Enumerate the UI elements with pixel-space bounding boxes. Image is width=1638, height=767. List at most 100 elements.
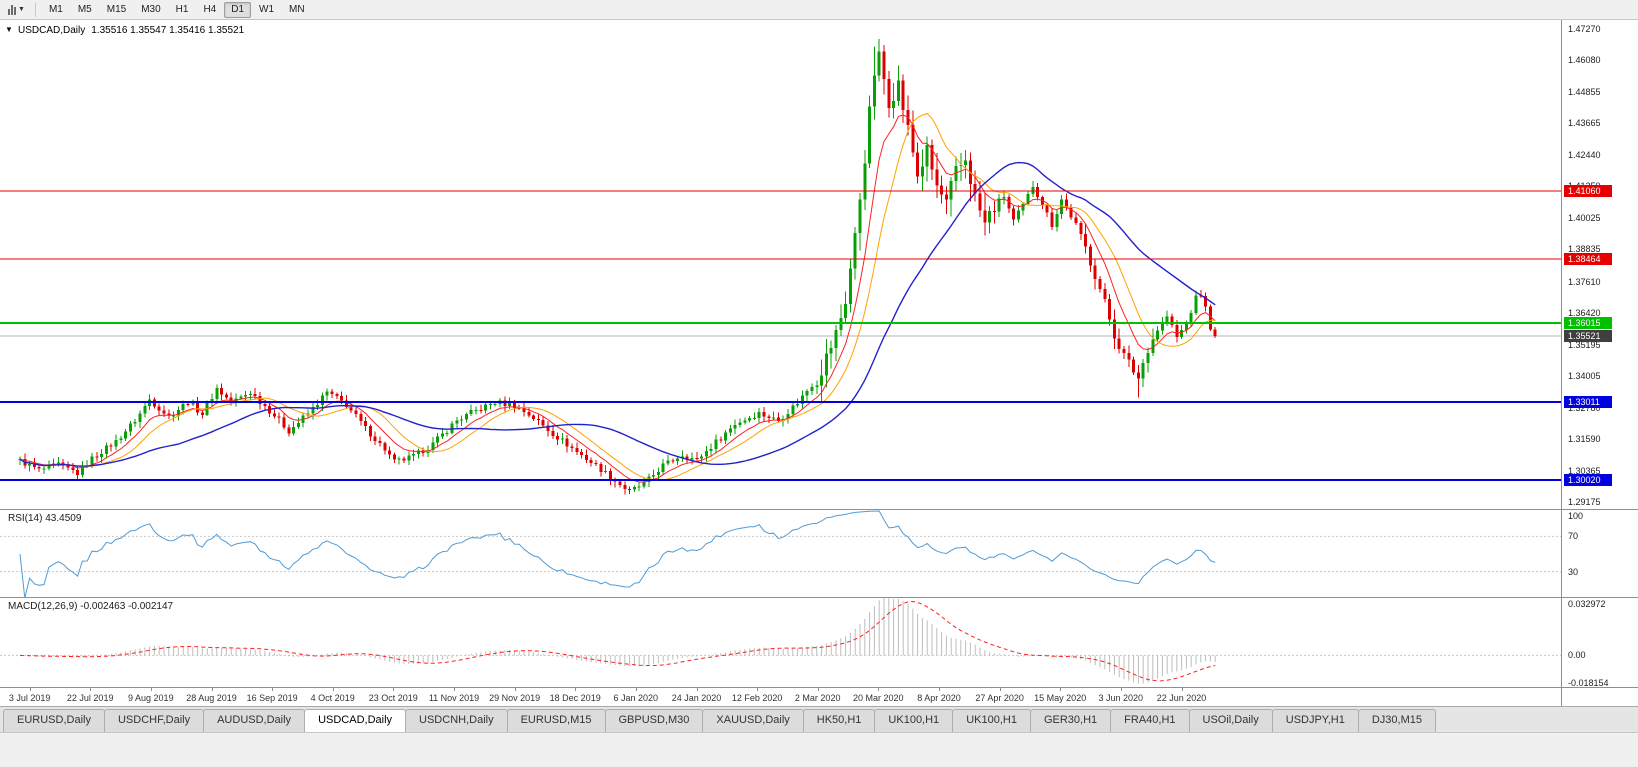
time-axis-label: 3 Jul 2019 [8, 693, 51, 703]
horizontal-level-lines [0, 190, 1561, 482]
price-line-badge: 1.33011 [1564, 395, 1612, 408]
chart-tab-usdcnh-daily[interactable]: USDCNH,Daily [405, 709, 508, 732]
chart-window: 3 Jul 2019 22 Jul 2019 9 Aug 2019 28 Aug 20… [0, 20, 1638, 706]
time-tick-mark [575, 688, 577, 691]
main-price-chart[interactable] [0, 20, 1561, 510]
time-axis-label: 24 Jan 2020 [671, 693, 722, 703]
price-tick-label: 1.46080 [1568, 54, 1601, 65]
chart-tab-eurusd-daily[interactable]: EURUSD,Daily [3, 709, 105, 732]
chart-tab-fra40-h1[interactable]: FRA40,H1 [1110, 709, 1190, 732]
chart-tab-usdchf-daily[interactable]: USDCHF,Daily [103, 709, 205, 732]
price-tick-label: 1.43665 [1568, 118, 1601, 128]
price-tick-label: 1.29175 [1568, 497, 1601, 508]
time-tick-mark [272, 688, 274, 691]
rsi-axis-label: 100 [1568, 511, 1584, 521]
time-axis-label: 9 Aug 2019 [128, 693, 174, 703]
time-axis-label: 15 May 2020 [1034, 693, 1087, 703]
time-tick-mark [514, 688, 516, 691]
slow-ma-line [19, 161, 1216, 467]
price-tick-label: 1.32780 [1568, 402, 1601, 413]
price-tick-label: 1.35195 [1568, 339, 1601, 350]
chart-header: USDCAD,Daily 1.35516 1.35547 1.35416 1.35… [18, 25, 250, 36]
macd-axis-label: 0.00 [1568, 650, 1586, 661]
chart-tab-hk50-h1[interactable]: HK50,H1 [802, 709, 876, 732]
chart-tab-usoil-daily[interactable]: USOil,Daily [1188, 709, 1273, 732]
time-tick-mark [635, 688, 637, 691]
time-axis-label: 16 Sep 2019 [246, 693, 298, 703]
mid-ma-line [19, 113, 1216, 482]
timeframe-button-m1[interactable]: M1 [42, 2, 70, 18]
time-axis-label: 4 Oct 2019 [310, 693, 355, 703]
timeframe-toolbar: ▼ M1 M5 M15 M30 H1 H4 D1 W1 MN [0, 0, 1638, 20]
price-tick-label: 1.42440 [1568, 150, 1601, 161]
candlestick-series [18, 38, 1217, 495]
time-axis-label: 6 Jan 2020 [613, 693, 659, 703]
chart-tab-dj30-m15[interactable]: DJ30,M15 [1357, 709, 1436, 732]
macd-signal-line [19, 600, 1216, 682]
time-tick-mark [939, 688, 940, 691]
price-line-badge: 1.36015 [1564, 317, 1612, 330]
rsi-indicator-chart[interactable] [0, 510, 1561, 598]
rsi-line [19, 510, 1216, 598]
timeframe-button-m5[interactable]: M5 [71, 2, 99, 18]
rsi-axis-label: 70 [1568, 531, 1579, 542]
price-line-badge: 1.30020 [1564, 474, 1612, 487]
time-axis-label: 11 Nov 2019 [428, 693, 480, 703]
macd-indicator-chart[interactable] [0, 598, 1561, 688]
fast-ma-line [19, 114, 1216, 483]
chevron-down-icon: ▼ [18, 6, 25, 13]
time-tick-mark [29, 688, 31, 691]
timeframe-buttons: M1 M5 M15 M30 H1 H4 D1 W1 MN [42, 1, 312, 18]
macd-histogram [24, 598, 1216, 684]
price-tick-label: 1.30365 [1568, 466, 1601, 477]
chart-tab-uk100-h1[interactable]: UK100,H1 [874, 709, 954, 732]
chart-tab-xauusd-daily[interactable]: XAUUSD,Daily [702, 709, 804, 732]
time-tick-mark [878, 688, 880, 691]
chart-tab-ger30-h1[interactable]: GER30,H1 [1029, 709, 1112, 732]
timeframe-button-h4[interactable]: H4 [196, 2, 223, 18]
time-axis[interactable]: 3 Jul 2019 22 Jul 2019 9 Aug 2019 28 Aug 20… [0, 688, 1561, 706]
time-axis-label: 12 Feb 2020 [731, 693, 783, 703]
price-tick-label: 1.38835 [1568, 244, 1601, 255]
time-axis-label: 28 Aug 2019 [186, 693, 237, 703]
time-tick-mark [150, 688, 152, 691]
panel-separator [0, 597, 1638, 598]
status-bar [0, 732, 1638, 767]
timeframe-button-d1[interactable]: D1 [224, 1, 252, 18]
timeframe-button-m15[interactable]: M15 [100, 2, 133, 18]
price-line-badge: 1.41060 [1564, 185, 1612, 198]
chart-tab-bar: EURUSD,Daily USDCHF,Daily AUDUSD,Daily USDC… [0, 706, 1638, 732]
time-axis-label: 22 Jul 2019 [66, 693, 114, 703]
chart-tab-audusd-daily[interactable]: AUDUSD,Daily [203, 709, 306, 732]
time-tick-mark [393, 688, 395, 691]
chart-tab-eurusd-m15[interactable]: EURUSD,M15 [506, 709, 606, 732]
chart-ohlc-values: 1.35516 1.35547 1.35416 1.35521 [91, 25, 245, 36]
time-axis-label: 2 Mar 2020 [794, 693, 841, 703]
chart-tab-uk100-h1[interactable]: UK100,H1 [952, 709, 1031, 732]
timeframe-button-w1[interactable]: W1 [252, 2, 281, 18]
timeframe-button-h1[interactable]: H1 [169, 2, 196, 18]
price-axis[interactable]: 1.472701.460801.448551.436651.424401.412… [1561, 20, 1638, 706]
price-tick-label: 1.47270 [1568, 23, 1601, 34]
price-tick-label: 1.37610 [1568, 276, 1601, 287]
toolbar-separator [34, 2, 36, 17]
time-axis-label: 22 Jun 2020 [1156, 693, 1207, 703]
time-axis-label: 23 Oct 2019 [368, 693, 418, 703]
time-tick-mark [211, 688, 213, 691]
rsi-label: RSI(14) 43.4509 [8, 513, 82, 524]
chart-tab-usdcad-daily[interactable]: USDCAD,Daily [304, 709, 407, 732]
price-tick-label: 1.40025 [1568, 213, 1601, 224]
chart-tab-gbpusd-m30[interactable]: GBPUSD,M30 [604, 709, 704, 732]
time-axis-label: 3 Jun 2020 [1098, 693, 1144, 703]
price-tick-label: 1.44855 [1568, 86, 1601, 97]
timeframe-button-mn[interactable]: MN [282, 2, 312, 18]
macd-axis-label: -0.018154 [1568, 678, 1609, 688]
chart-tab-usdjpy-h1[interactable]: USDJPY,H1 [1271, 709, 1359, 732]
timeframe-button-m30[interactable]: M30 [134, 2, 167, 18]
time-axis-label: 20 Mar 2020 [853, 693, 904, 703]
time-tick-mark [817, 688, 819, 691]
one-click-trading-arrow[interactable]: ▼ [5, 25, 13, 34]
time-axis-label: 29 Nov 2019 [489, 693, 541, 703]
chart-type-dropdown[interactable]: ▼ [4, 4, 29, 16]
panel-separator [0, 687, 1638, 688]
